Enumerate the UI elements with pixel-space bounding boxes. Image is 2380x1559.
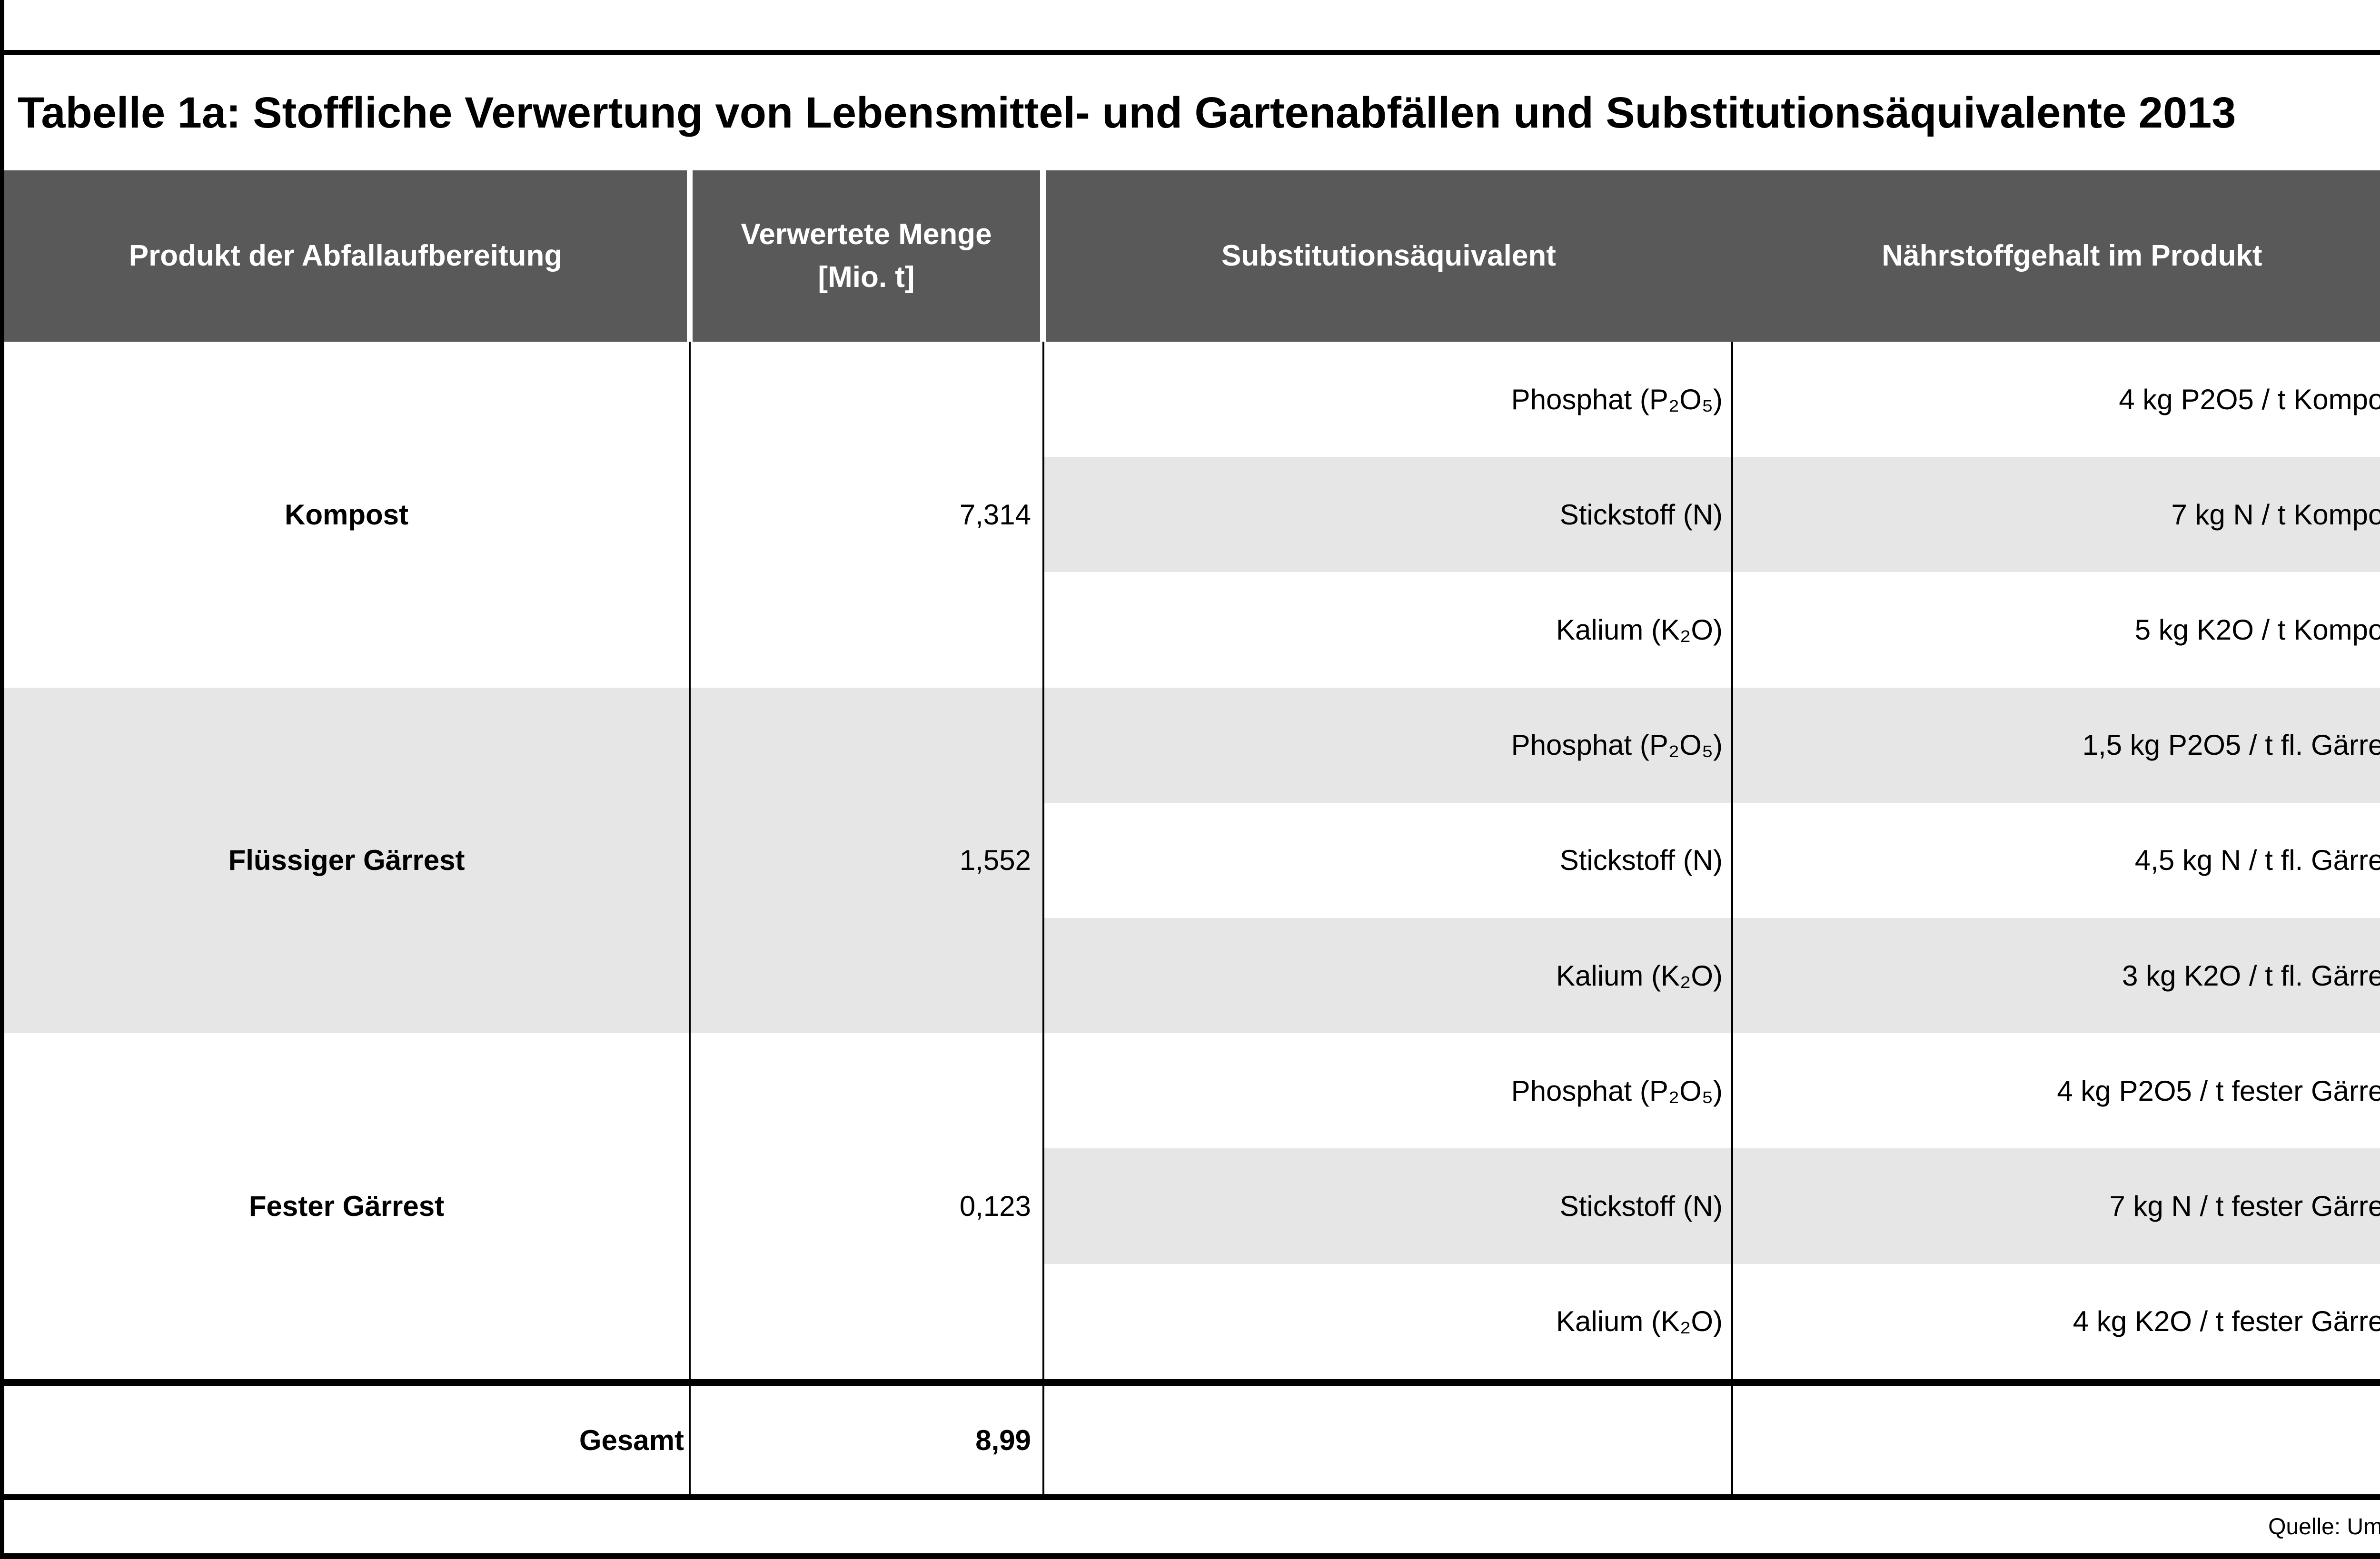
cell-substitution: Stickstoff (N)	[1044, 1148, 1733, 1264]
cell-nutrient: 7 kg N / t fester Gärrest	[1733, 1148, 2380, 1264]
column-header-amount: Verwertete Menge [Mio. t]	[693, 170, 1040, 342]
cell-substitution: Stickstoff (N)	[1044, 457, 1733, 572]
source-note: Quelle: Umweltbundesamt, FKZ 3714 93 316…	[2268, 1514, 2380, 1539]
footer-top-rule	[4, 1494, 2380, 1500]
cell-nutrient: 4 kg K2O / t fester Gärrest	[1733, 1264, 2380, 1379]
product-group-label: Kompost	[4, 342, 691, 688]
cell-nutrient: 4,5 kg N / t fl. Gärrest	[1733, 803, 2380, 918]
cell-substitution: Kalium (K₂O)	[1044, 1263, 1733, 1379]
product-group-amount: 1,552	[691, 687, 1044, 1034]
cell-substitution: Stickstoff (N)	[1044, 802, 1733, 918]
cell-nutrient: 3 kg K2O / t fl. Gärrest	[1733, 918, 2380, 1034]
total-top-rule	[4, 1379, 2380, 1386]
column-header-nutrient: Nährstoffgehalt im Produkt	[1732, 170, 2380, 342]
total-empty-nutrient	[1733, 1386, 2380, 1494]
product-group-amount: 7,314	[691, 342, 1044, 688]
page-left-border	[0, 0, 4, 1559]
product-group-label: Fester Gärrest	[4, 1033, 691, 1379]
cell-nutrient: 7 kg N / t Kompost	[1733, 457, 2380, 572]
product-group-amount: 0,123	[691, 1033, 1044, 1379]
cell-substitution: Kalium (K₂O)	[1044, 572, 1733, 688]
top-rule	[4, 50, 2380, 55]
total-amount: 8,99	[691, 1386, 1044, 1494]
column-header-substitution: Substitutionsäquivalent	[1046, 170, 1732, 342]
cell-substitution: Phosphat (P₂O₅)	[1044, 342, 1733, 457]
cell-nutrient: 1,5 kg P2O5 / t fl. Gärrest	[1733, 687, 2380, 803]
bottom-rule	[0, 1553, 2380, 1559]
cell-nutrient: 4 kg P2O5 / t fester Gärrest	[1733, 1033, 2380, 1148]
column-header-product: Produkt der Abfallaufbereitung	[4, 170, 687, 342]
cell-substitution: Phosphat (P₂O₅)	[1044, 1033, 1733, 1149]
product-group-label: Flüssiger Gärrest	[4, 687, 691, 1034]
cell-nutrient: 4 kg P2O5 / t Kompost	[1733, 342, 2380, 457]
total-row: Gesamt 8,99	[4, 1386, 2380, 1494]
cell-substitution: Kalium (K₂O)	[1044, 918, 1733, 1034]
page-title: Tabelle 1a: Stoffliche Verwertung von Le…	[18, 88, 2236, 137]
cell-substitution: Phosphat (P₂O₅)	[1044, 687, 1733, 803]
table-body: Kompost 7,314 Phosphat (P₂O₅) 4 kg P2O5 …	[4, 342, 2380, 1379]
cell-nutrient: 5 kg K2O / t Kompost	[1733, 572, 2380, 687]
table-header: Produkt der Abfallaufbereitung Verwertet…	[4, 170, 2380, 342]
total-empty-substitution	[1044, 1386, 1733, 1494]
total-label: Gesamt	[4, 1386, 691, 1494]
